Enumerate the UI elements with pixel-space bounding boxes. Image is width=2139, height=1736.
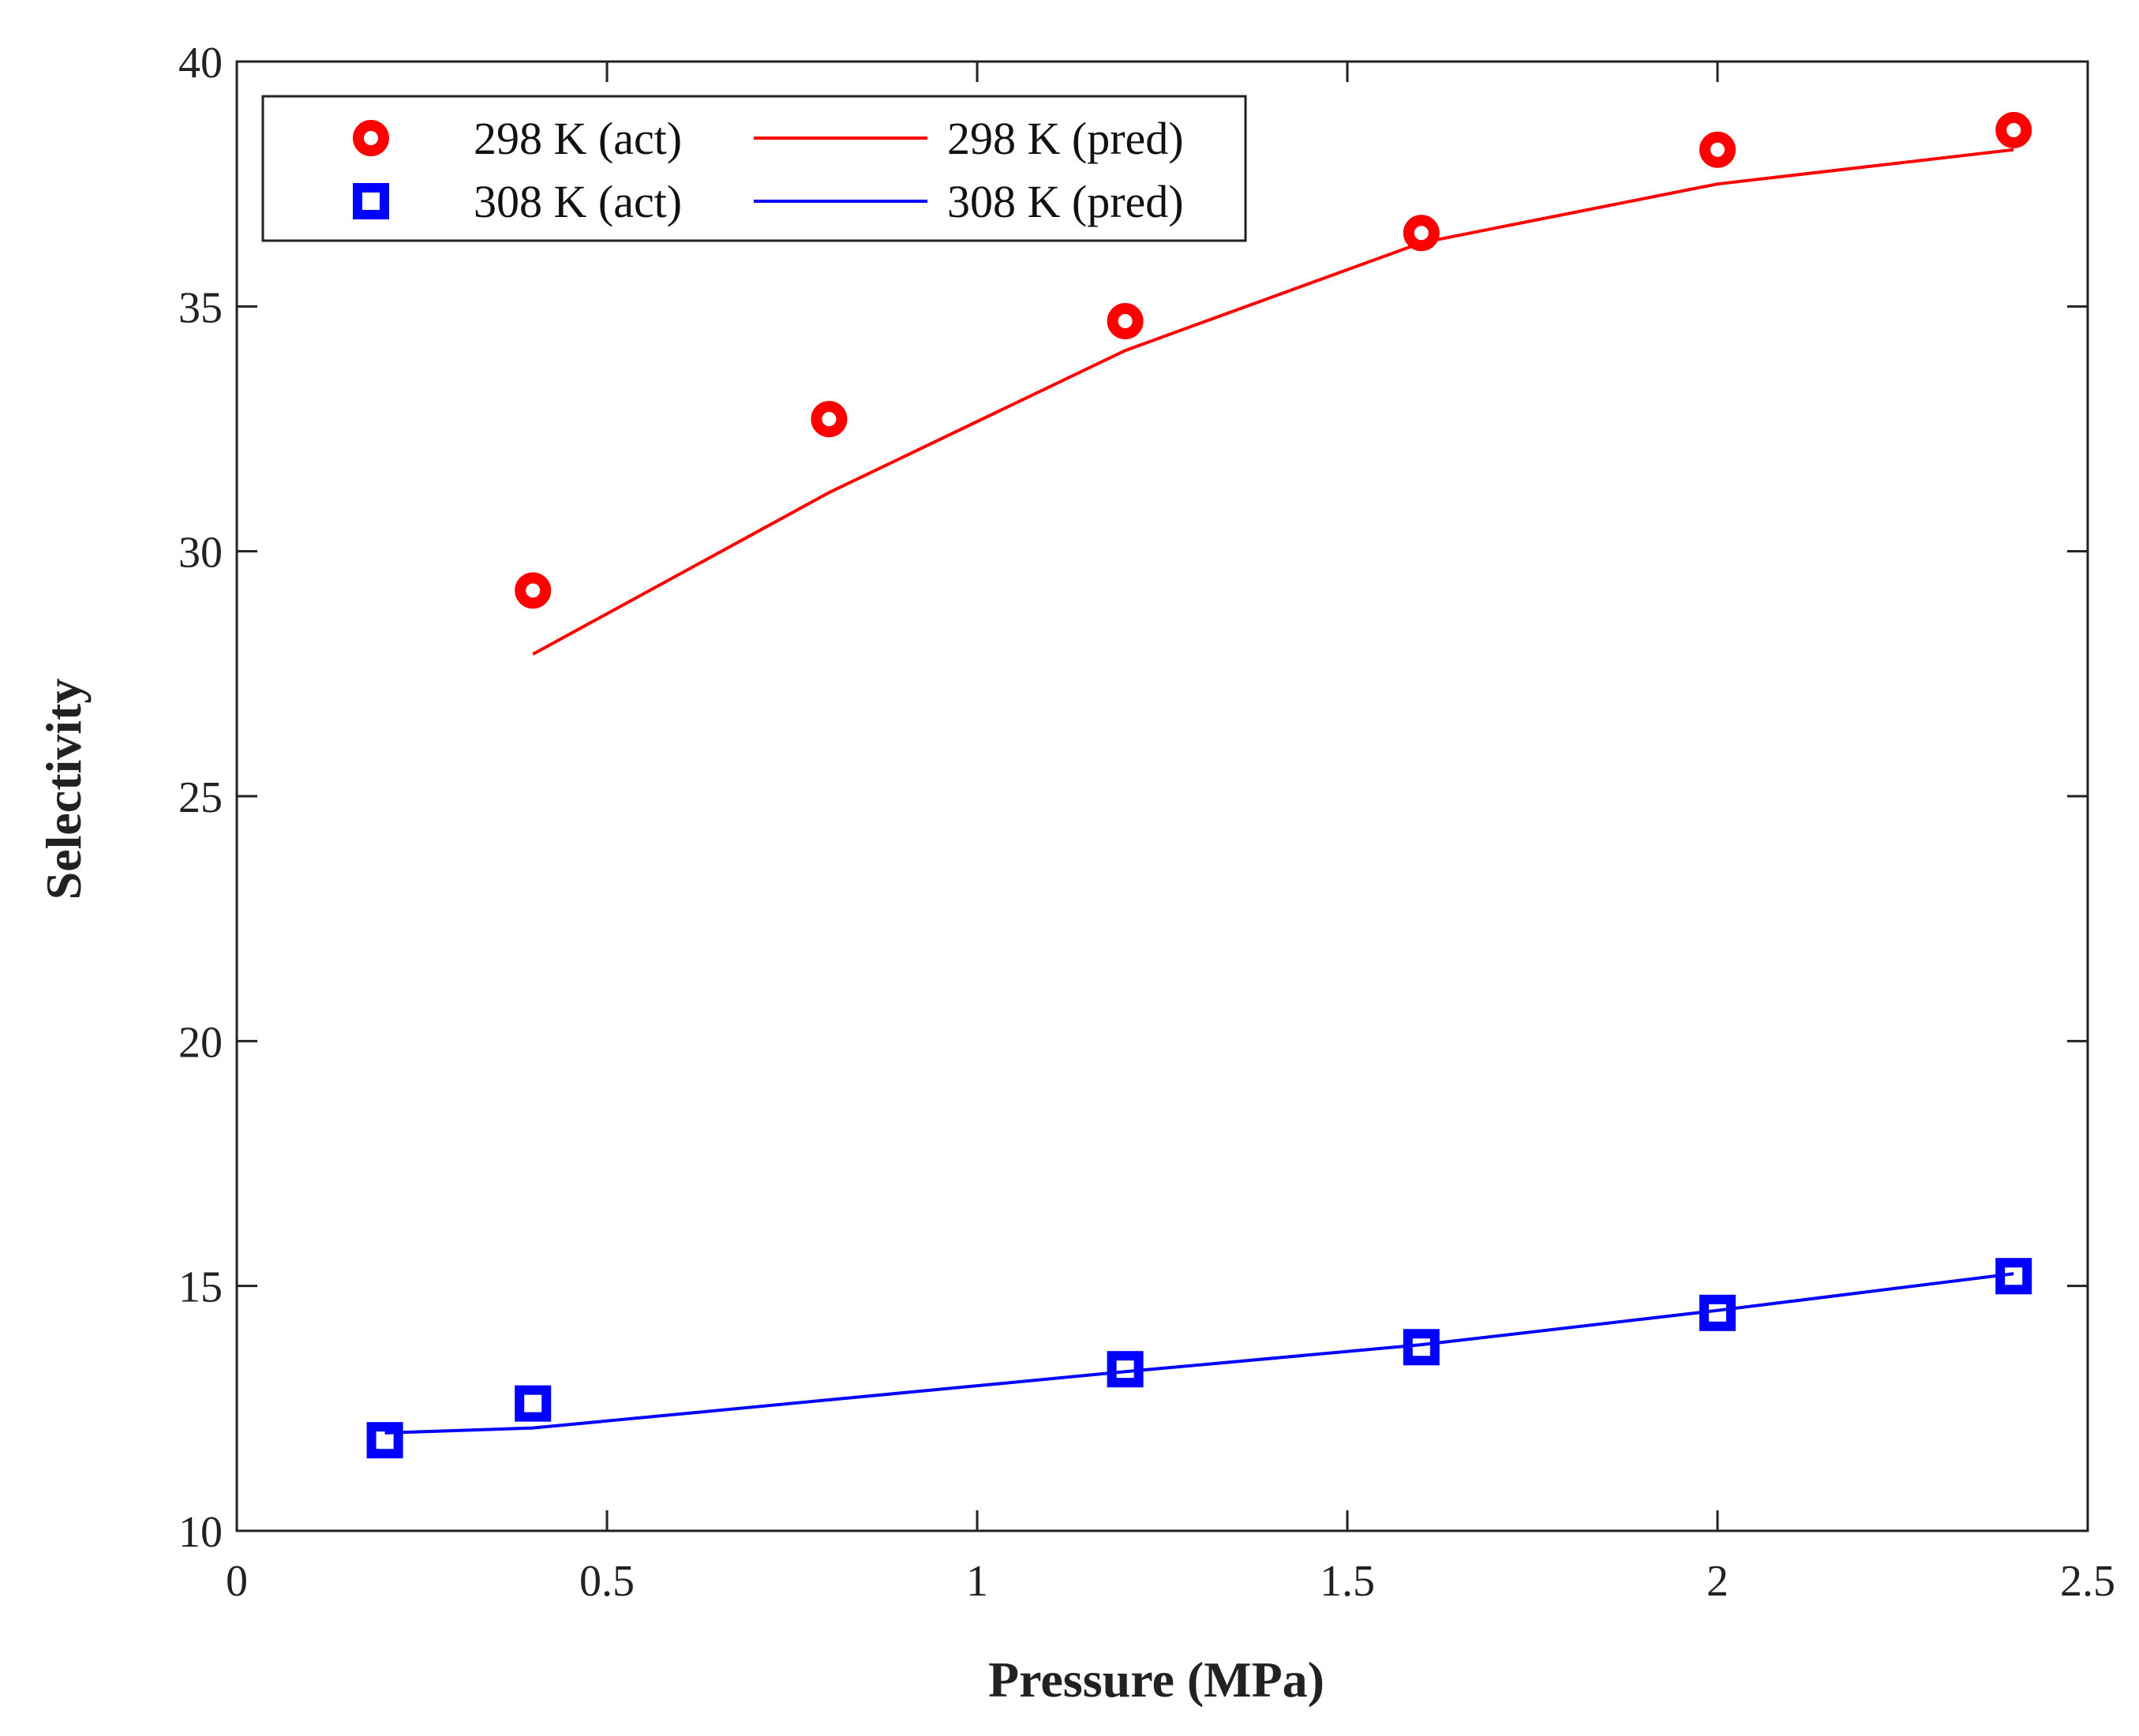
axes: 0 0.5 1 1.5 2 2.5 10 15 20 25 30 35 40 — [178, 39, 2115, 1606]
legend-label: 298 K (pred) — [947, 113, 1184, 164]
legend: 298 K (act) 298 K (pred) 308 K (act) 308 K … — [261, 95, 1247, 242]
legend-marker-swatch — [353, 120, 389, 156]
x-tick-label: 2.5 — [2060, 1557, 2115, 1606]
data-point — [515, 1385, 552, 1422]
y-tick-label: 40 — [178, 39, 223, 88]
y-tick-label: 35 — [178, 283, 223, 332]
x-axis-title: Pressure (MPa) — [988, 1652, 1324, 1708]
data-point — [1699, 131, 1736, 168]
plot-area — [366, 111, 2032, 1459]
series-line — [532, 148, 2014, 656]
x-tick-label: 0 — [226, 1557, 248, 1606]
x-tick-label: 2 — [1706, 1557, 1729, 1606]
legend-marker-swatch — [353, 183, 389, 219]
y-axis-title: Selectivity — [36, 679, 92, 900]
y-tick-label: 15 — [178, 1263, 223, 1312]
legend-label: 308 K (act) — [474, 176, 682, 227]
data-point — [1403, 215, 1440, 252]
x-tick-label: 1.5 — [1320, 1557, 1375, 1606]
legend-entry: 308 K (pred) — [754, 176, 1184, 227]
y-tick-label: 30 — [178, 529, 223, 578]
data-point — [1107, 302, 1144, 339]
data-point — [515, 572, 552, 609]
legend-box — [261, 95, 1247, 242]
series-line — [384, 1272, 2014, 1435]
series-298-k-act- — [515, 111, 2032, 609]
data-point — [1995, 111, 2032, 148]
y-tick-label: 25 — [178, 773, 223, 822]
x-tick-label: 0.5 — [579, 1557, 635, 1606]
x-tick-label: 1 — [966, 1557, 988, 1606]
legend-entry: 298 K (pred) — [754, 113, 1184, 164]
legend-label: 298 K (act) — [474, 113, 682, 164]
legend-label: 308 K (pred) — [947, 176, 1184, 227]
legend-entry: 308 K (act) — [353, 176, 682, 227]
data-point — [811, 401, 848, 438]
y-tick-label: 20 — [178, 1018, 223, 1067]
series-308-k-pred- — [384, 1272, 2014, 1435]
legend-entry: 298 K (act) — [353, 113, 682, 164]
y-tick-label: 10 — [178, 1508, 223, 1557]
series-298-k-pred- — [532, 148, 2014, 656]
data-point — [366, 1422, 403, 1459]
